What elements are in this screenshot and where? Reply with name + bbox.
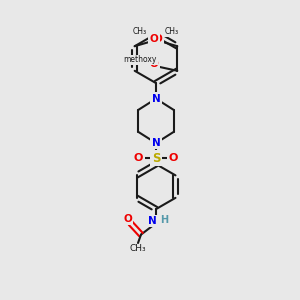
Text: O: O: [123, 214, 132, 224]
Text: O: O: [150, 59, 159, 69]
Text: O: O: [169, 153, 178, 163]
Text: S: S: [152, 152, 160, 165]
Text: methoxy: methoxy: [124, 56, 157, 64]
Text: CH₃: CH₃: [130, 244, 146, 253]
Text: N: N: [152, 138, 160, 148]
Text: N: N: [148, 216, 157, 226]
Text: O: O: [149, 34, 158, 44]
Text: O: O: [154, 34, 163, 44]
Text: O: O: [134, 153, 143, 163]
Text: N: N: [152, 94, 160, 104]
Text: CH₃: CH₃: [165, 27, 179, 36]
Text: CH₃: CH₃: [133, 27, 147, 36]
Text: H: H: [160, 215, 168, 226]
